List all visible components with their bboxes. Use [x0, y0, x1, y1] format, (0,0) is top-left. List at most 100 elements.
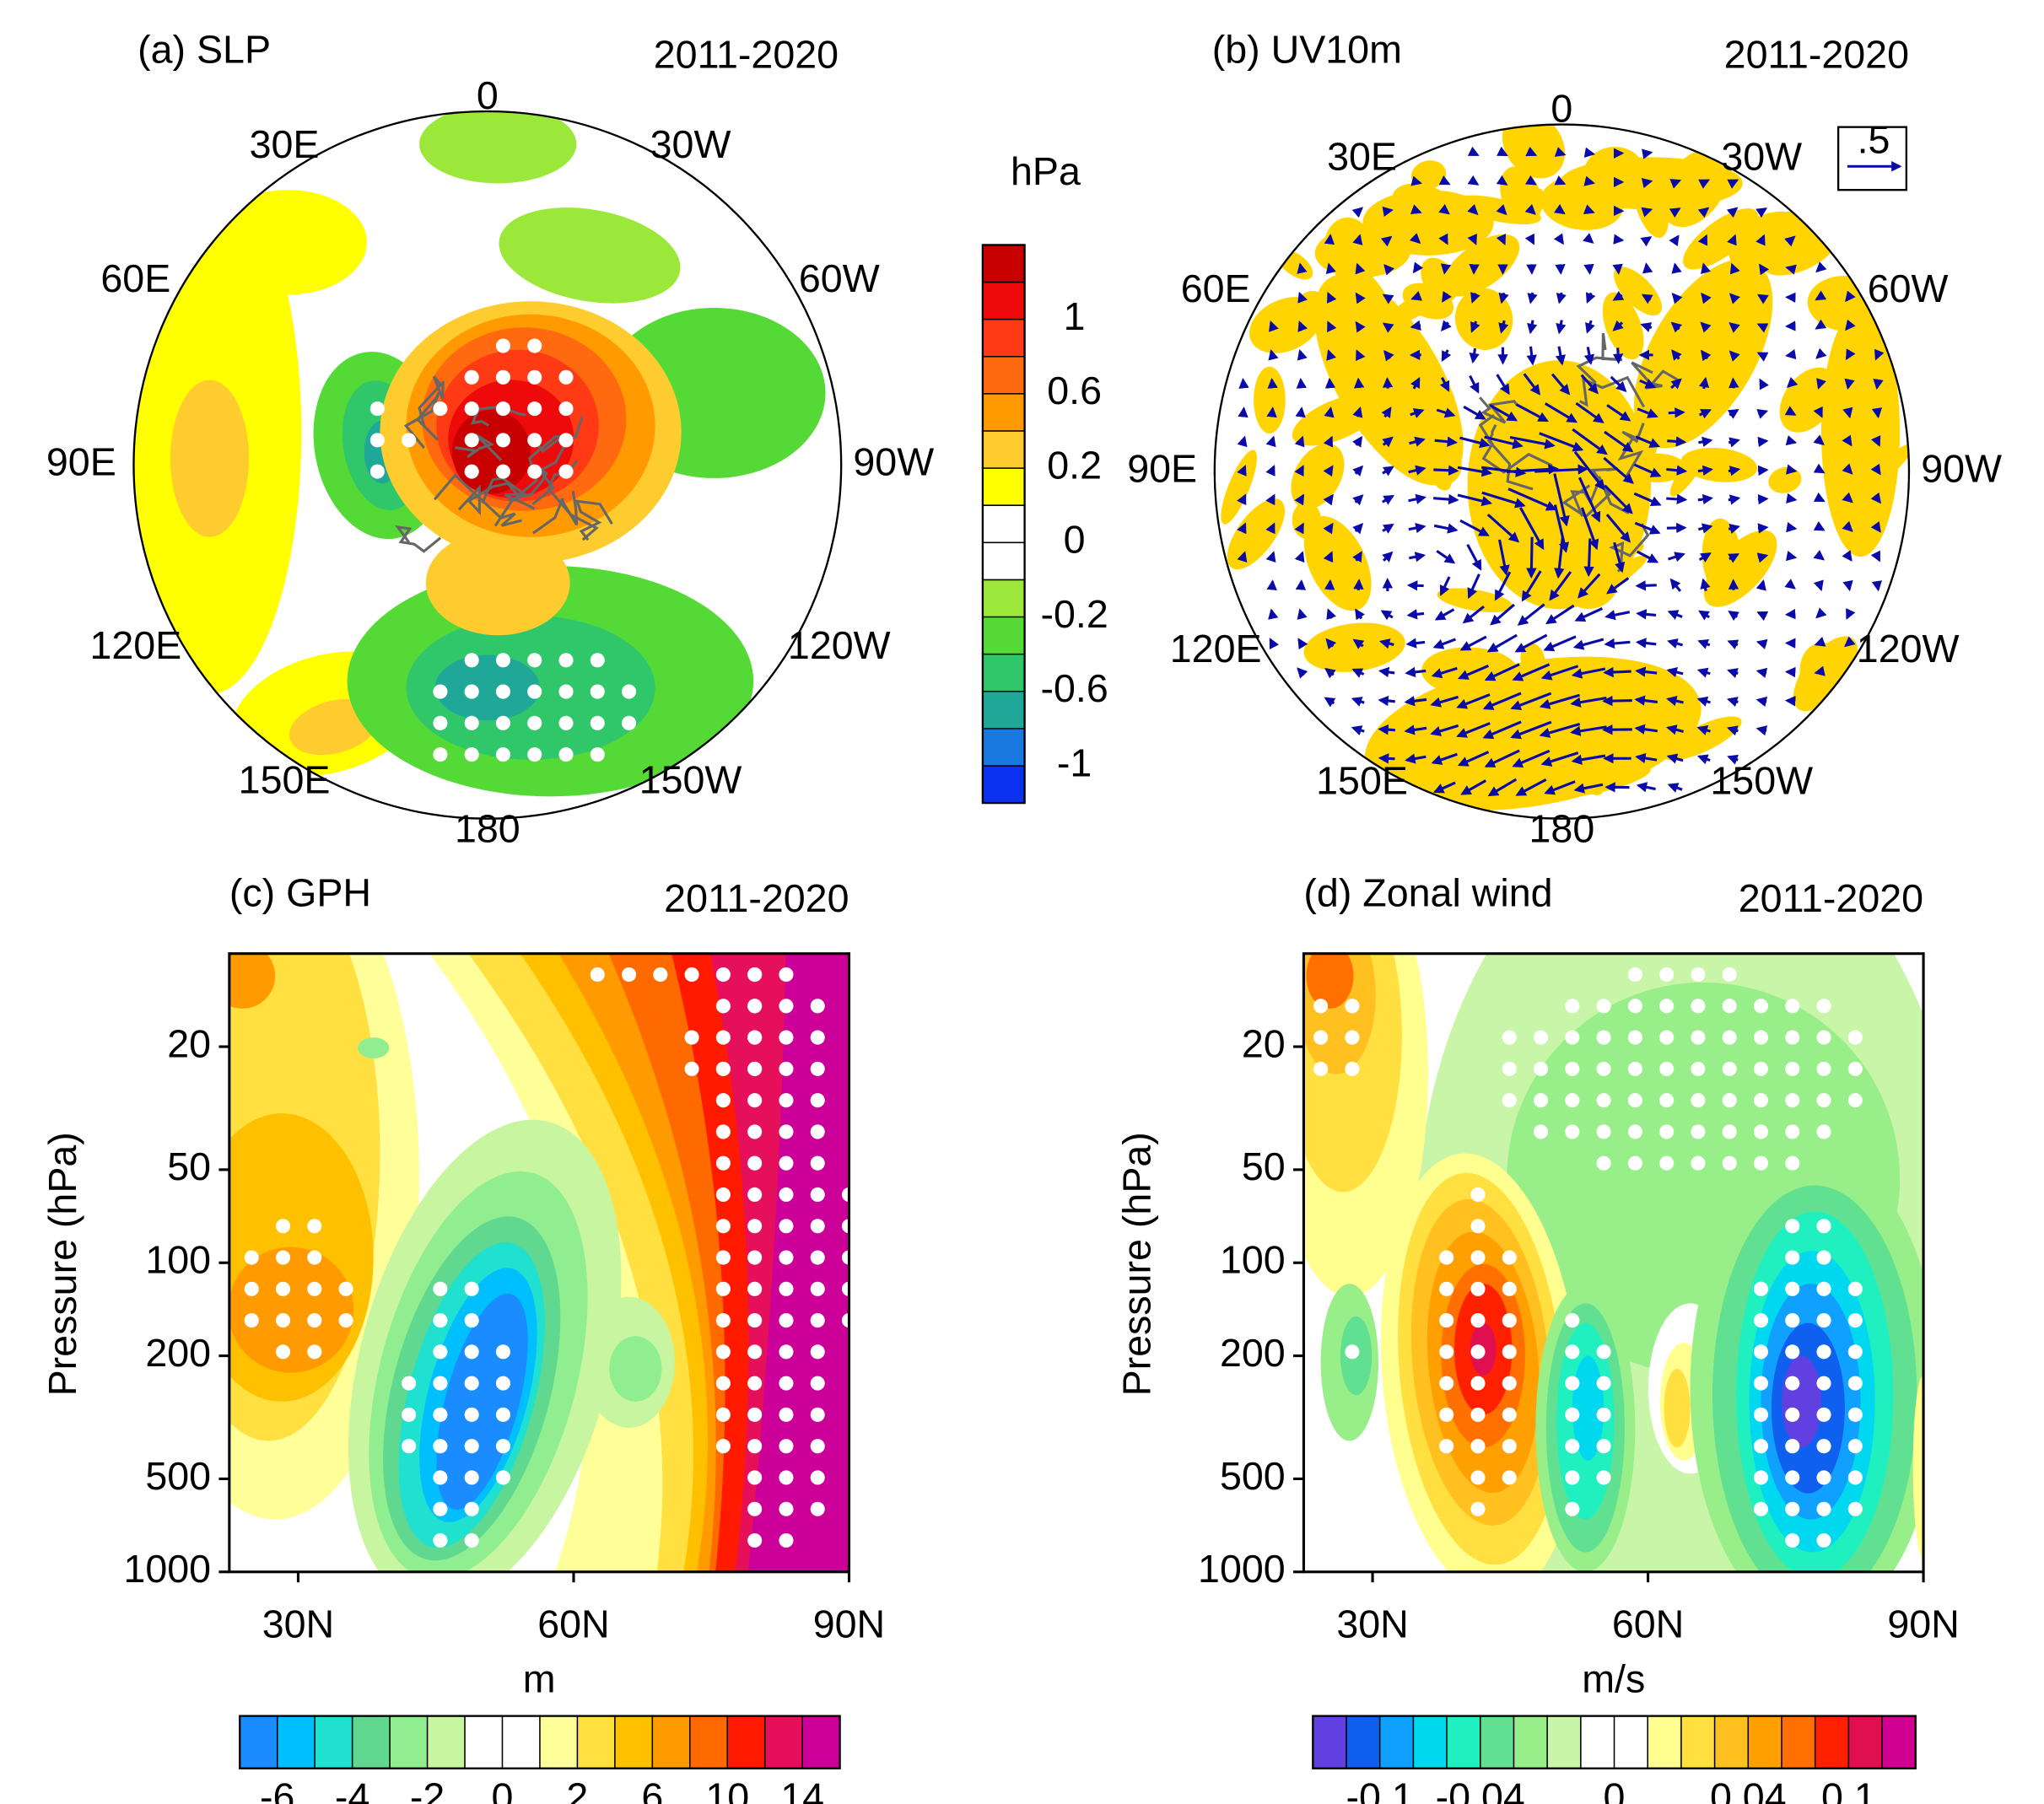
contour-fill: [1221, 450, 1257, 525]
significance-dot: [1659, 999, 1675, 1014]
wind-vector: [1727, 754, 1739, 765]
wind-vector: [1585, 292, 1596, 304]
wind-vector: [1871, 580, 1883, 592]
wind-vector: [1635, 435, 1661, 448]
wind-vector: [1323, 493, 1334, 506]
significance-dot: [622, 967, 637, 983]
colorbar-box: [689, 1715, 728, 1769]
wind-vector: [1355, 608, 1366, 621]
colorbar-box: [1480, 1715, 1514, 1769]
colorbar-box: [982, 765, 1025, 804]
significance-dot: [1691, 1061, 1706, 1076]
wind-vector: [1496, 374, 1510, 396]
wind-vector: [1324, 697, 1336, 708]
significance-dot: [275, 1281, 291, 1296]
wind-vector: [1641, 207, 1653, 218]
wind-vector: [1467, 233, 1477, 245]
significance-dot: [684, 1061, 699, 1076]
wind-vector: [1728, 523, 1740, 534]
contour-fill: [1912, 1375, 1924, 1559]
colorbar: 1 0.6 0.2 0 -0.2 -0.6 -1 hPa: [981, 149, 1108, 805]
wind-vector: [1498, 292, 1509, 304]
significance-dot: [715, 1124, 731, 1139]
coastline: [481, 477, 536, 510]
significance-dot: [1345, 1061, 1360, 1076]
significance-dot: [1785, 1501, 1800, 1516]
wind-vector: [1512, 749, 1551, 768]
significance-dot: [1470, 1281, 1486, 1296]
y-tick-label: 1000: [123, 1547, 211, 1591]
significance-dot: [1659, 1155, 1675, 1171]
significance-dot: [715, 1281, 731, 1296]
wind-vector: [1438, 175, 1451, 186]
colorbar-box: [982, 654, 1025, 692]
wind-vector: [1294, 465, 1304, 477]
significance-dot: [590, 967, 605, 983]
significance-dot: [653, 967, 668, 983]
significance-dot: [433, 1532, 448, 1548]
significance-dot: [433, 1313, 448, 1328]
wind-vector: [1697, 234, 1708, 246]
contour-fill: [1249, 297, 1322, 353]
contour-fill: [1314, 291, 1384, 342]
significance-dot: [433, 684, 448, 699]
wind-vector: [1842, 579, 1853, 592]
wind-vector: [1666, 753, 1684, 764]
wind-vector: [1844, 378, 1855, 390]
wind-vector: [1813, 434, 1825, 446]
significance-dot: [779, 1250, 794, 1265]
significance-dot: [810, 1187, 825, 1203]
colorbar-box: [982, 245, 1025, 283]
wind-vector: [1570, 725, 1607, 736]
wind-vector: [1728, 552, 1739, 563]
x-tick-label: 90N: [1887, 1602, 1959, 1645]
wind-vector: [1727, 234, 1737, 246]
significance-dot: [1534, 1124, 1549, 1139]
wind-vector: [1269, 320, 1279, 332]
significance-dot: [1627, 999, 1642, 1014]
wind-vector: [1405, 638, 1426, 649]
contour-fill: [1703, 530, 1777, 607]
wind-vector: [1640, 322, 1653, 332]
wind-vector: [1604, 484, 1633, 514]
significance-dot: [1785, 1344, 1800, 1360]
wind-vector: [1813, 549, 1826, 561]
wind-vector: [1268, 348, 1279, 361]
significance-dot: [1785, 1030, 1800, 1045]
significance-dot: [1596, 1030, 1611, 1045]
wind-vector: [1635, 752, 1658, 764]
wind-vector: [1434, 608, 1455, 621]
wind-vector: [1667, 783, 1683, 793]
significance-dot: [1785, 1407, 1800, 1422]
colorbar-tick-label: -0.04: [1436, 1774, 1525, 1804]
significance-dot: [779, 1532, 794, 1548]
colorbar-box: [1815, 1715, 1849, 1769]
wind-vector: [1842, 463, 1853, 475]
wind-vector: [1786, 376, 1799, 389]
wind-vector: [1842, 550, 1853, 562]
significance-dot: [369, 433, 385, 448]
y-tick-label: 50: [167, 1144, 211, 1188]
wind-vector: [1577, 573, 1601, 599]
wind-vector: [1556, 320, 1567, 335]
significance-dot: [747, 1344, 763, 1360]
wind-vector: [1459, 519, 1490, 536]
significance-dot: [841, 1219, 849, 1234]
y-axis-label: Pressure (hPa): [1115, 1132, 1159, 1396]
wind-vector: [1352, 465, 1364, 477]
coastline: [1478, 413, 1553, 474]
wind-vector: [1604, 638, 1631, 649]
significance-dot: [307, 1281, 322, 1296]
wind-vector: [1697, 523, 1713, 534]
wind-vector: [1498, 539, 1510, 576]
contour-fill: [1306, 953, 1354, 1009]
wind-vector: [1670, 378, 1682, 390]
significance-dot: [1691, 1124, 1706, 1139]
wind-vector: [1574, 607, 1603, 622]
contour-field: [1303, 953, 1924, 1572]
significance-dot: [1816, 999, 1831, 1014]
significance-dot: [1534, 1061, 1549, 1076]
wind-vector: [1634, 724, 1658, 735]
wind-vector: [1439, 576, 1451, 596]
significance-dot: [1565, 1093, 1580, 1108]
